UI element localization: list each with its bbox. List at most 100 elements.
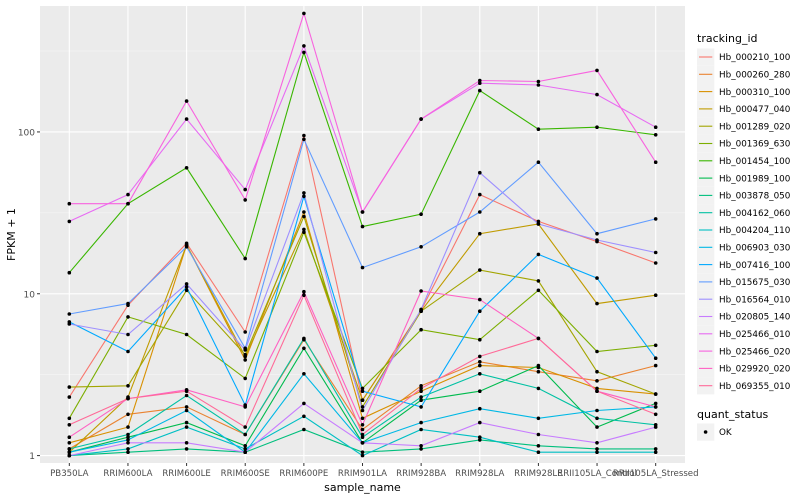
data-point <box>536 222 541 226</box>
data-point <box>302 210 306 214</box>
legend-label: Hb_029920_020 <box>719 365 791 375</box>
data-point <box>595 125 599 129</box>
data-point <box>302 133 306 138</box>
data-point <box>536 288 541 293</box>
data-point <box>653 392 658 396</box>
data-point <box>536 279 541 283</box>
data-point <box>126 301 130 306</box>
data-point <box>536 127 541 131</box>
data-point <box>536 79 541 84</box>
x-tick-label: RRIM928LE <box>514 469 563 479</box>
data-point <box>478 170 482 175</box>
data-point <box>653 160 658 164</box>
data-point <box>478 297 482 302</box>
data-point <box>302 44 306 48</box>
data-point <box>243 352 247 357</box>
data-point <box>478 337 482 342</box>
x-tick-label: RRII105LA_Control <box>557 469 637 479</box>
data-point <box>419 327 423 332</box>
data-point <box>536 369 541 374</box>
data-point <box>302 372 306 376</box>
data-point <box>360 398 365 403</box>
data-point <box>478 360 482 364</box>
y-axis-title: FPKM + 1 <box>5 208 18 261</box>
data-point <box>595 450 599 455</box>
data-point <box>67 450 72 455</box>
data-point <box>478 372 482 376</box>
data-point <box>243 425 247 429</box>
data-point <box>478 406 482 411</box>
data-point <box>302 289 306 294</box>
data-point <box>302 194 306 199</box>
data-point <box>595 408 599 413</box>
data-point <box>126 435 130 440</box>
data-point <box>478 435 482 440</box>
data-point <box>302 293 306 298</box>
legend-label: Hb_001454_100 <box>719 157 791 167</box>
x-tick-label: RRIM600LE <box>162 469 211 479</box>
data-point <box>243 256 247 261</box>
legend: tracking_id Hb_000210_100 Hb_000260_280 Hb… <box>697 32 791 441</box>
data-point <box>184 99 189 103</box>
quant-status-legend-items: OK <box>697 423 732 441</box>
data-point <box>536 83 541 87</box>
data-point <box>184 332 189 337</box>
data-point <box>67 423 72 427</box>
data-point <box>419 447 423 451</box>
data-point <box>360 416 365 421</box>
data-point <box>126 332 130 337</box>
legend-title: tracking_id <box>697 32 758 45</box>
data-point <box>243 447 247 451</box>
y-axis: 1 10 100 <box>18 128 40 462</box>
legend-label: Hb_000210_100 <box>719 53 791 63</box>
data-point <box>419 289 423 293</box>
data-point <box>67 395 72 399</box>
data-point <box>653 125 658 129</box>
data-point <box>360 408 365 413</box>
data-point <box>595 416 599 421</box>
x-tick-label: RRII105LA_Stressed <box>613 469 699 479</box>
data-point <box>126 349 130 354</box>
data-point <box>302 227 306 232</box>
data-point <box>360 389 365 394</box>
data-point <box>419 212 423 216</box>
data-point <box>126 192 130 197</box>
data-point <box>67 322 72 326</box>
data-point <box>536 252 541 257</box>
data-point <box>184 117 189 121</box>
data-point <box>126 412 130 417</box>
data-point <box>478 363 482 368</box>
data-point <box>653 401 658 406</box>
data-point <box>595 301 599 306</box>
data-point <box>184 447 189 451</box>
legend-label: Hb_001369_630 <box>719 140 791 150</box>
data-point <box>67 385 72 389</box>
y-tick-label: 10 <box>24 290 36 300</box>
x-tick-label: RRIM600SE <box>221 469 270 479</box>
data-point <box>126 438 130 442</box>
data-point <box>67 312 72 316</box>
data-point <box>360 386 365 391</box>
data-point <box>653 447 658 451</box>
legend-label: Hb_020805_140 <box>719 313 791 323</box>
data-point <box>653 356 658 361</box>
legend-label: Hb_006903_030 <box>719 244 791 254</box>
data-point <box>184 425 189 429</box>
x-tick-label: PB350LA <box>50 469 88 479</box>
legend-label: Hb_025466_010 <box>719 330 791 340</box>
data-point <box>653 261 658 265</box>
x-tick-label: RRIM928BA <box>396 469 446 479</box>
data-point <box>184 288 189 293</box>
data-point <box>184 405 189 409</box>
legend-label: Hb_015675_030 <box>719 278 791 288</box>
legend-label: Hb_069355_010 <box>719 382 791 392</box>
data-point <box>419 386 423 391</box>
data-point <box>302 414 306 419</box>
legend-label: Hb_000260_280 <box>719 71 791 81</box>
data-point <box>243 198 247 202</box>
data-point <box>595 425 599 429</box>
data-point <box>478 309 482 314</box>
data-point <box>184 285 189 289</box>
data-point <box>184 166 189 170</box>
data-point <box>419 307 423 312</box>
